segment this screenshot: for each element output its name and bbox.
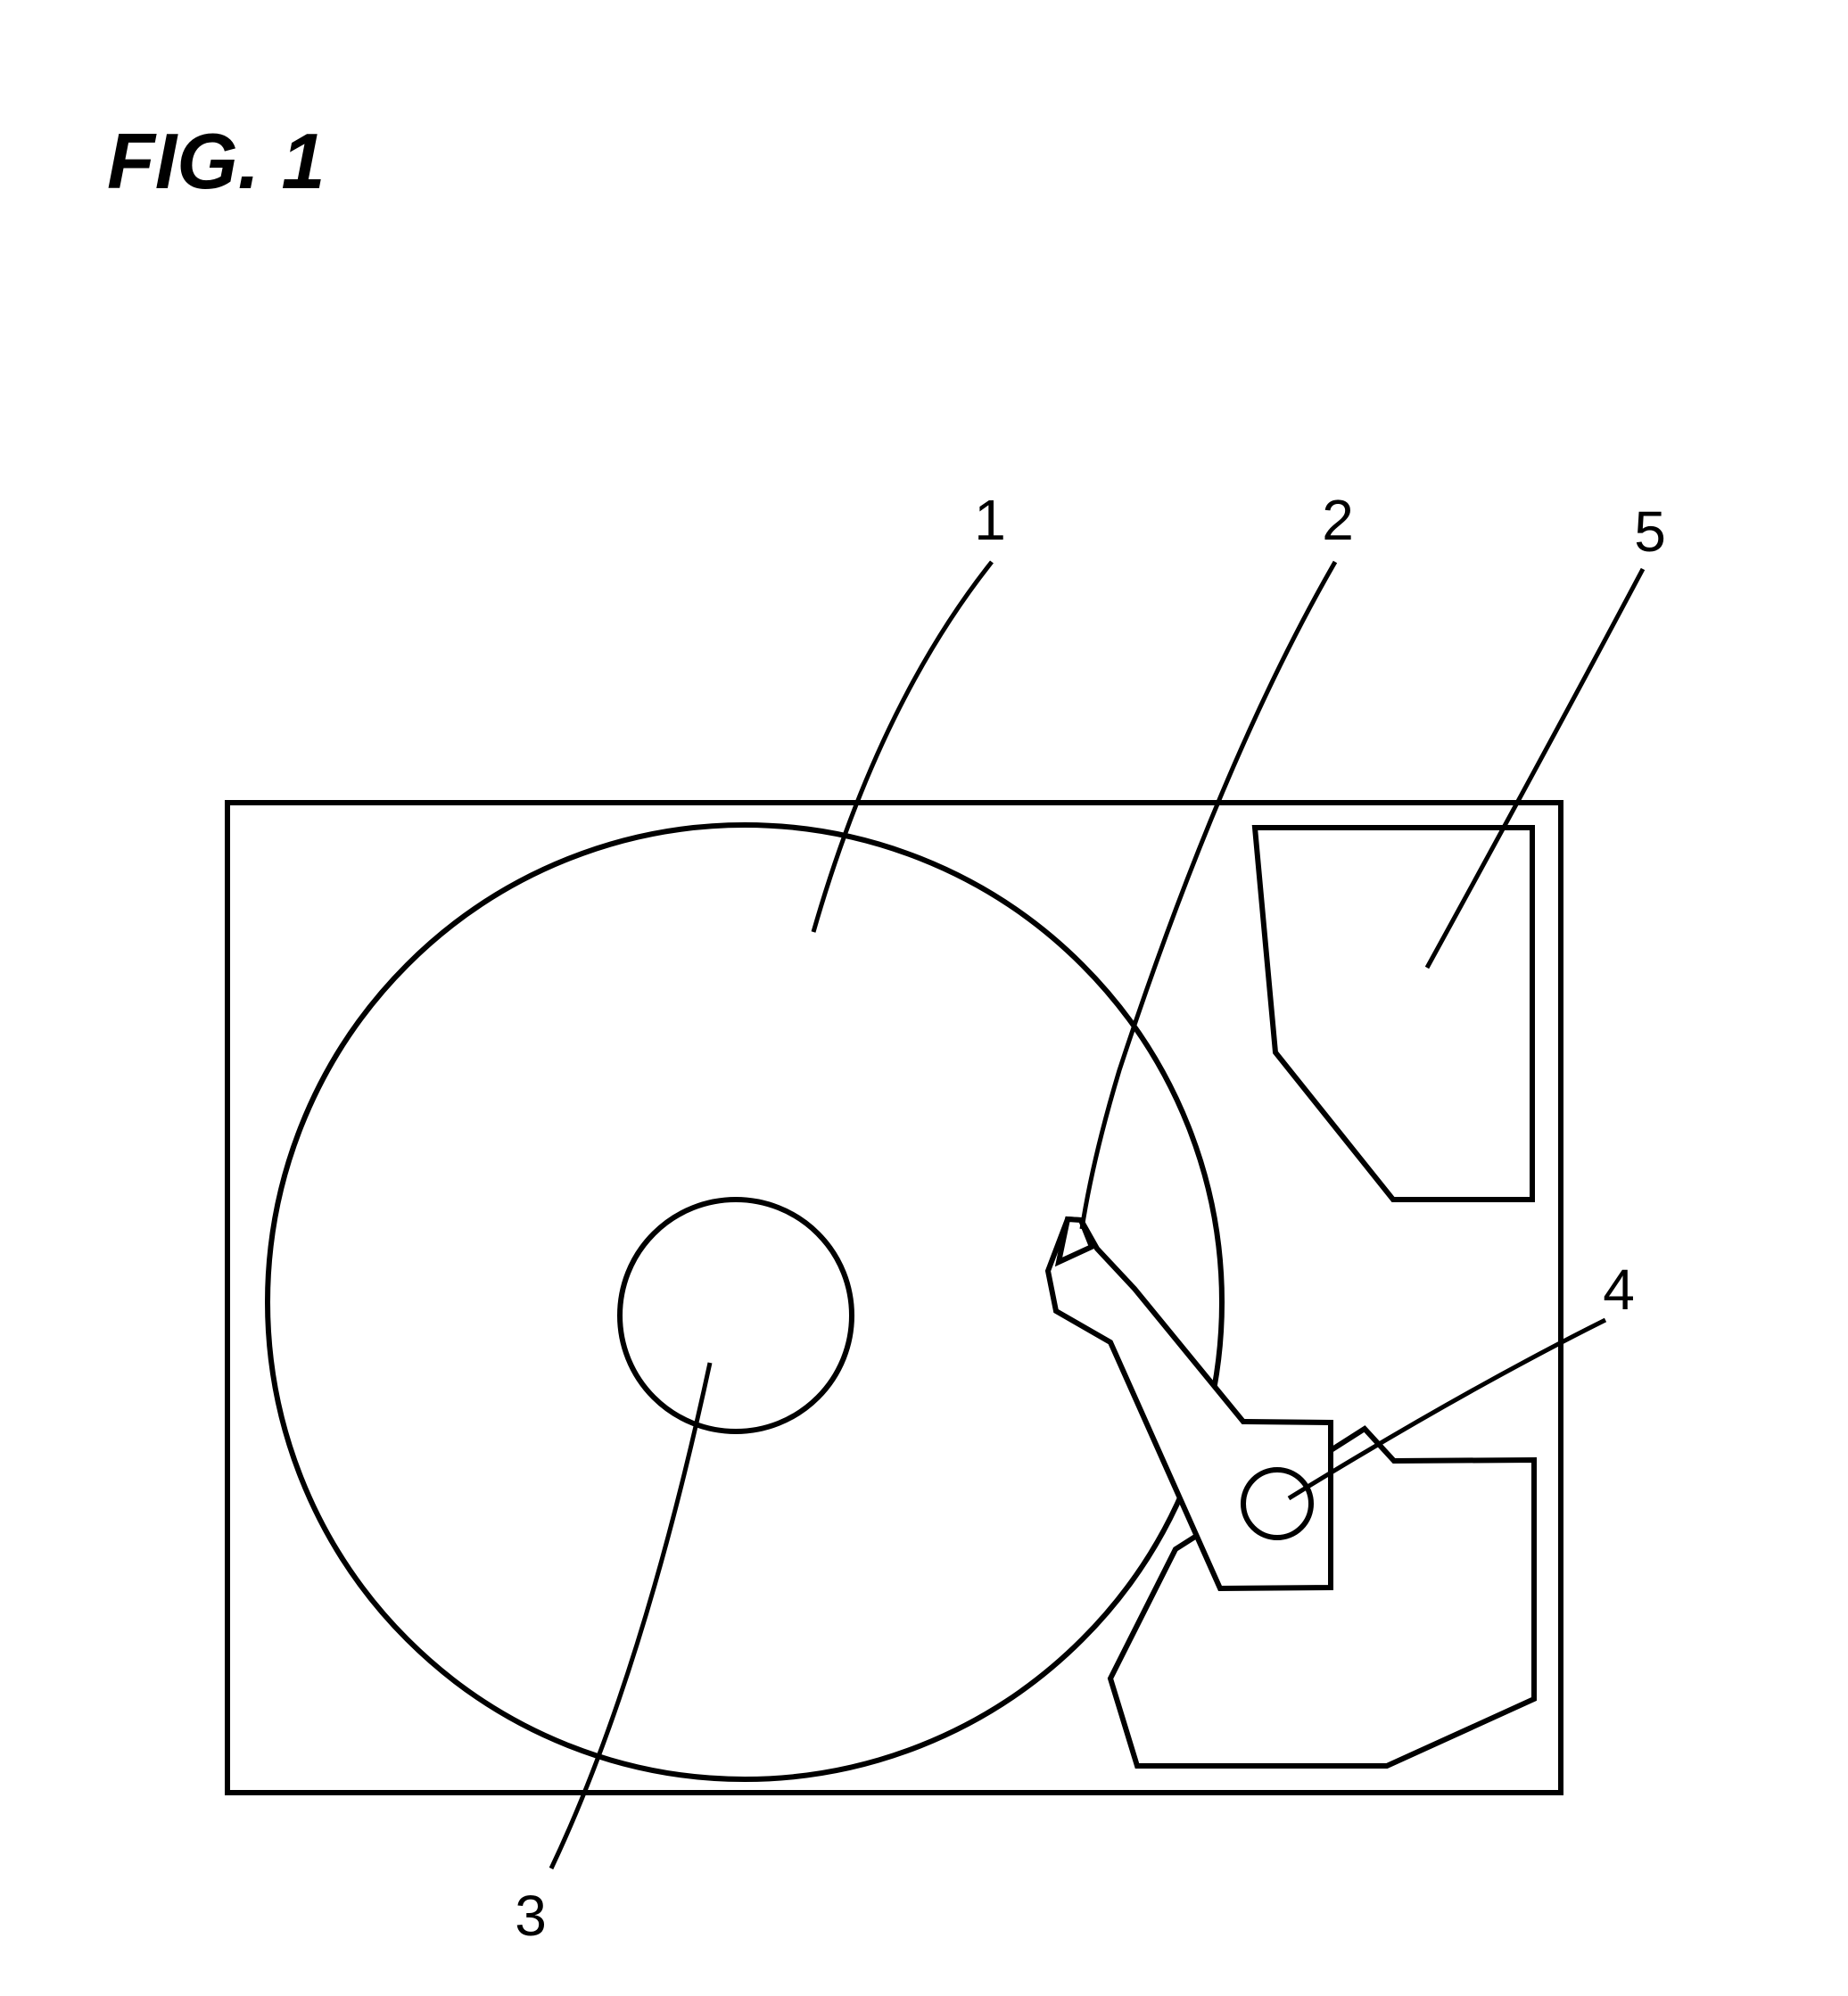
- upper-magnet-block: [1255, 828, 1532, 1200]
- spindle-hub: [620, 1200, 852, 1431]
- label-spindle: 3: [515, 1884, 547, 1948]
- label-platter: 1: [974, 488, 1006, 552]
- page-container: FIG. 1 12345: [0, 0, 1848, 1996]
- label-head: 2: [1322, 488, 1354, 552]
- label-actuator: 4: [1603, 1258, 1635, 1322]
- label-magnet: 5: [1634, 499, 1666, 564]
- actuator-pivot: [1243, 1470, 1311, 1538]
- hdd-diagram: 1 2 3 4 5: [0, 0, 1848, 1996]
